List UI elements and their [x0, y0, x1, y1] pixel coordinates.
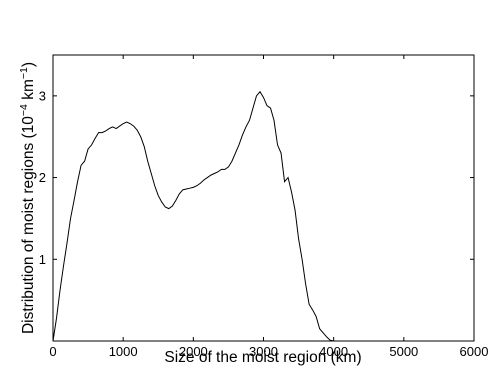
- x-tick-label: 3000: [249, 344, 278, 359]
- y-tick-labels: 1 2 3: [39, 88, 46, 266]
- x-tick-label: 5000: [389, 344, 418, 359]
- plot-area: [52, 54, 475, 342]
- x-tick-label: 2000: [179, 344, 208, 359]
- x-axis-label: Size of the moist region (km): [164, 349, 361, 366]
- x-tick-label: 0: [49, 344, 56, 359]
- series-line: [52, 90, 345, 342]
- y-axis-label: Distribution of moist regions (10−4 km−1…: [18, 62, 37, 334]
- y-tick-label: 1: [39, 252, 46, 267]
- axis-ticks: [52, 55, 475, 341]
- y-tick-label: 2: [39, 170, 46, 185]
- x-tick-label: 4000: [319, 344, 348, 359]
- x-tick-label: 6000: [460, 344, 489, 359]
- x-tick-label: 1000: [109, 344, 138, 359]
- y-tick-label: 3: [39, 88, 46, 103]
- x-tick-labels: 0 1000 2000 3000 4000 5000 6000: [49, 344, 488, 359]
